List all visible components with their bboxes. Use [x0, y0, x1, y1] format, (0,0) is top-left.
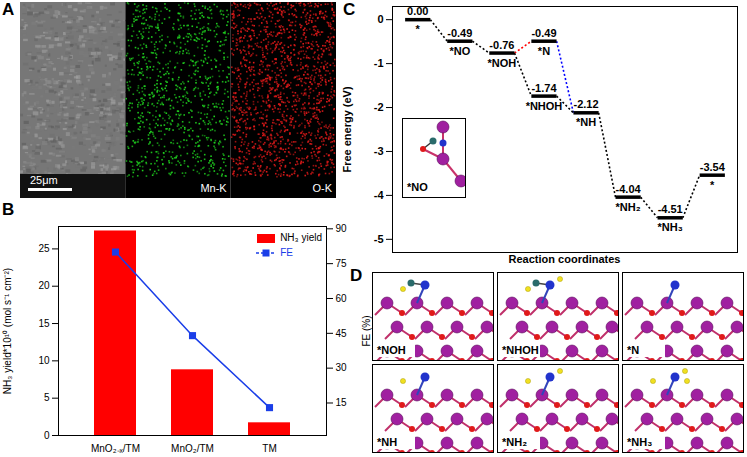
svg-text:-4: -4: [374, 189, 385, 201]
svg-text:*NH₃: *NH₃: [627, 436, 652, 448]
svg-text:*NH: *NH: [576, 116, 596, 128]
html-text:A: A: [2, 0, 15, 19]
html-text:B: B: [2, 200, 15, 219]
svg-text:75: 75: [336, 258, 348, 269]
html-text:D: D: [350, 266, 363, 285]
svg-text:-0.49: -0.49: [531, 27, 556, 39]
svg-text:-4.04: -4.04: [616, 183, 642, 195]
svg-text:TM: TM: [262, 443, 276, 454]
svg-text:0.00: 0.00: [407, 5, 428, 17]
svg-text:*N: *N: [538, 45, 550, 57]
svg-text:-0.49: -0.49: [447, 27, 472, 39]
svg-text:15: 15: [38, 318, 50, 329]
svg-text:10: 10: [38, 355, 50, 366]
svg-text:5: 5: [44, 392, 50, 403]
svg-text:*NO: *NO: [449, 45, 470, 57]
svg-text:-2.12: -2.12: [573, 98, 598, 110]
svg-text:O-K: O-K: [312, 182, 332, 194]
svg-text:-1: -1: [374, 57, 384, 69]
svg-text:*NH₂: *NH₂: [502, 436, 527, 448]
svg-text:0: 0: [44, 430, 50, 441]
svg-text:30: 30: [336, 362, 348, 373]
svg-text:*NOH: *NOH: [377, 344, 406, 356]
svg-text:-1.74: -1.74: [531, 82, 557, 94]
svg-text:-3: -3: [374, 145, 384, 157]
svg-text:*NH₃: *NH₃: [658, 221, 683, 233]
svg-text:*: *: [416, 23, 421, 35]
svg-text:*NHOH: *NHOH: [502, 344, 539, 356]
svg-text:Mn-K: Mn-K: [200, 182, 227, 194]
svg-text:60: 60: [336, 293, 348, 304]
html-text:FE: FE: [280, 247, 293, 258]
svg-text:25: 25: [38, 243, 50, 254]
svg-text:Free energy (eV): Free energy (eV): [341, 86, 353, 173]
svg-text:-0.76: -0.76: [489, 39, 514, 51]
svg-text:-5: -5: [374, 233, 384, 245]
svg-text:15: 15: [336, 397, 348, 408]
svg-text:*NO: *NO: [407, 181, 428, 193]
svg-text:*: *: [710, 179, 715, 191]
svg-text:90: 90: [336, 223, 348, 234]
svg-text:NH₃ yield*10¹⁰ (mol s⁻¹ cm⁻²): NH₃ yield*10¹⁰ (mol s⁻¹ cm⁻²): [2, 268, 13, 394]
svg-text:45: 45: [336, 328, 348, 339]
html-text:Reaction coordinates: Reaction coordinates: [508, 253, 621, 265]
html-text:C: C: [343, 0, 356, 19]
html-text:NH₃ yield: NH₃ yield: [280, 232, 322, 243]
svg-text:*NH: *NH: [377, 436, 397, 448]
svg-text:FE (%): FE (%): [361, 315, 372, 346]
svg-text:-3.54: -3.54: [700, 161, 726, 173]
svg-text:MnO₂/TM: MnO₂/TM: [171, 443, 214, 454]
svg-text:MnO₂₋ₓ/TM: MnO₂₋ₓ/TM: [91, 443, 140, 454]
svg-text:*NH₂: *NH₂: [616, 201, 641, 213]
svg-text:-2: -2: [374, 101, 384, 113]
svg-text:25μm: 25μm: [30, 174, 58, 186]
svg-text:-4.51: -4.51: [658, 203, 683, 215]
svg-text:*NOH: *NOH: [488, 57, 517, 69]
svg-text:*N: *N: [627, 344, 639, 356]
svg-text:0: 0: [377, 13, 383, 25]
svg-text:*NHOH: *NHOH: [526, 100, 563, 112]
svg-text:20: 20: [38, 280, 50, 291]
